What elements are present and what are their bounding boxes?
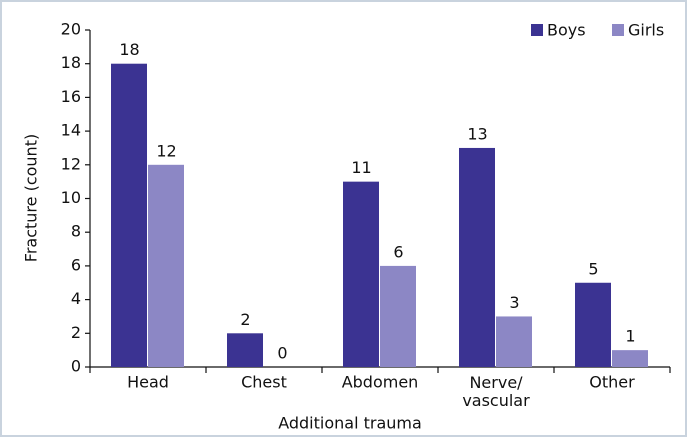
y-tick-label: 4 [71, 289, 81, 308]
bar [496, 316, 532, 367]
data-label: 13 [467, 124, 487, 143]
bar [380, 265, 416, 367]
data-label: 0 [277, 344, 287, 363]
data-label: 5 [588, 259, 598, 278]
bar [612, 350, 648, 367]
x-tick-label-line: Nerve/ [469, 373, 523, 392]
bar [575, 282, 611, 367]
y-tick-label: 6 [71, 255, 81, 274]
bar [111, 63, 147, 367]
x-tick-label: Nerve/vascular [462, 373, 530, 410]
x-tick-label: Abdomen [342, 373, 419, 392]
legend-label: Girls [628, 21, 664, 40]
y-tick-label: 16 [61, 87, 81, 106]
y-tick-label: 0 [71, 357, 81, 376]
y-tick-label: 18 [61, 53, 81, 72]
y-tick-label: 2 [71, 323, 81, 342]
x-tick-label: Other [589, 373, 635, 392]
x-tick-label-line: vascular [462, 391, 530, 410]
x-tick-label: Head [127, 373, 169, 392]
y-tick-label: 10 [61, 188, 81, 207]
bar [148, 164, 184, 367]
legend-swatch [531, 24, 543, 36]
legend-swatch [612, 24, 624, 36]
y-tick-label: 14 [61, 121, 81, 140]
x-tick-label: Chest [241, 373, 287, 392]
data-label: 11 [351, 158, 371, 177]
bar [227, 333, 263, 367]
legend-label: Boys [547, 21, 586, 40]
data-label: 18 [119, 40, 139, 59]
bar [343, 181, 379, 367]
data-label: 1 [625, 327, 635, 346]
data-label: 3 [509, 293, 519, 312]
x-axis-label: Additional trauma [278, 414, 422, 433]
y-axis-label: Fracture (count) [22, 134, 41, 262]
data-label: 12 [156, 141, 176, 160]
data-label: 2 [240, 310, 250, 329]
y-tick-label: 20 [61, 20, 81, 39]
bar [459, 147, 495, 367]
y-tick-label: 8 [71, 222, 81, 241]
y-tick-label: 12 [61, 154, 81, 173]
data-label: 6 [393, 242, 403, 261]
